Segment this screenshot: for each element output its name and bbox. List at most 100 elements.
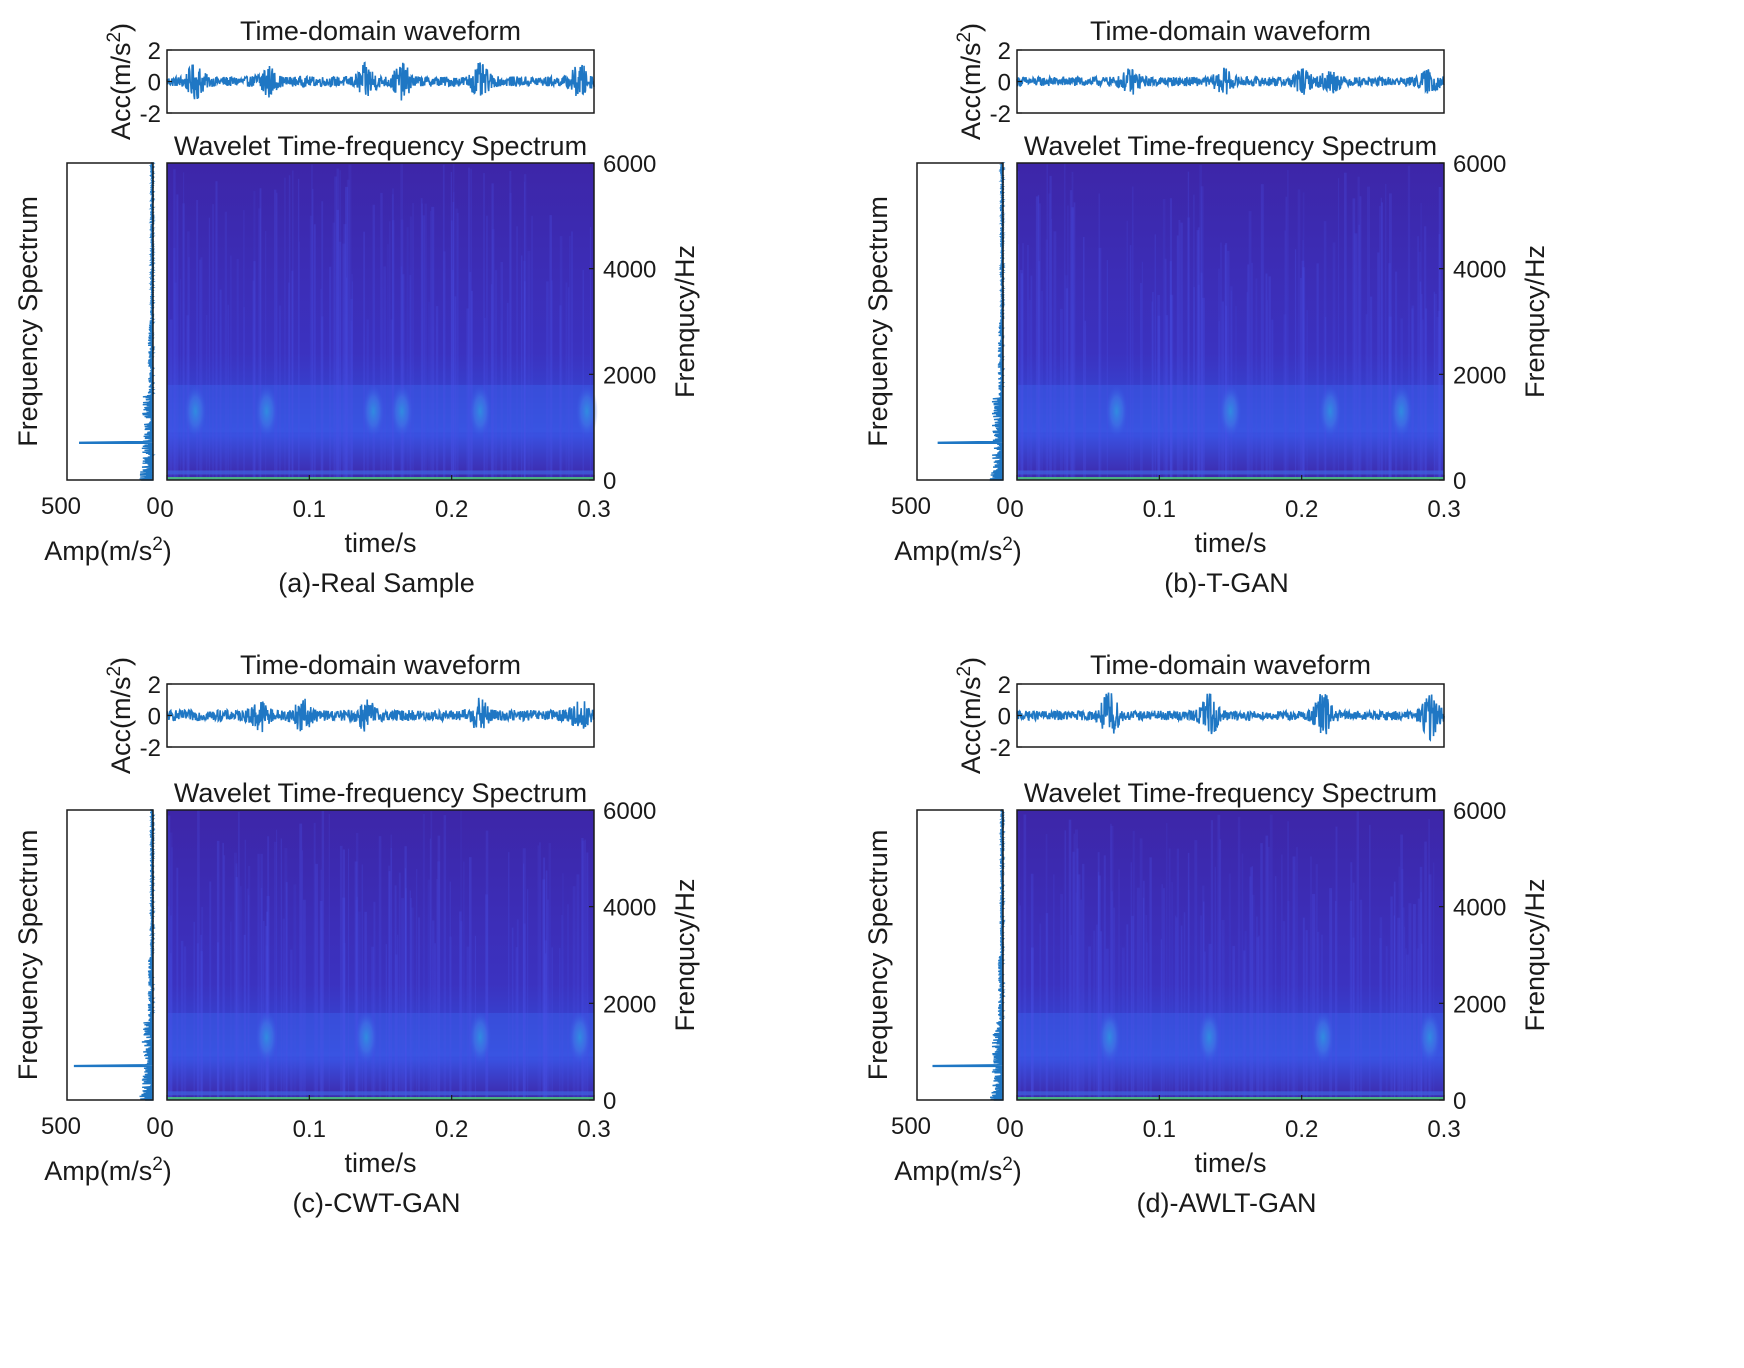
spectrogram-hotspot — [362, 385, 385, 438]
frequency-spectrum-xlabel: Amp(m/s2) — [44, 1154, 172, 1187]
frequency-spectrum-xtick-label: 0 — [996, 493, 1009, 520]
spectrogram-hotspot — [469, 1011, 492, 1064]
spectrogram-xtick-label: 0.1 — [293, 1116, 326, 1143]
spectrogram-xtick-label: 0 — [160, 1116, 173, 1143]
frequency-spectrum-label: Frequency Spectrum — [863, 196, 893, 447]
spectrogram-xlabel: time/s — [1194, 1148, 1266, 1178]
waveform-ylabel: Acc(m/s2) — [104, 657, 137, 774]
frequency-spectrum-plot: 500 0 Amp(m/s2) Frequency Spectrum — [13, 162, 172, 567]
spectrogram-hotspot — [1198, 1011, 1221, 1064]
spectrogram-hotspot — [255, 1011, 278, 1064]
waveform-ylabel: Acc(m/s2) — [104, 23, 137, 140]
spectrogram-xlabel: time/s — [1194, 528, 1266, 558]
waveform-ytick-label: 0 — [148, 704, 161, 731]
spectrogram-ytick-label: 2000 — [1453, 362, 1506, 389]
spectrogram-hotspot — [1098, 1011, 1121, 1064]
spectrogram-hotspot — [1418, 1011, 1441, 1064]
spectrogram-xtick-label: 0.3 — [577, 1116, 610, 1143]
waveform-ytick-label: -2 — [990, 735, 1011, 762]
waveform-ytick-label: 2 — [148, 38, 161, 65]
waveform-ylabel: Acc(m/s2) — [954, 23, 987, 140]
waveform-title: Time-domain waveform — [240, 16, 521, 46]
waveform-signal-line — [1016, 692, 1445, 742]
waveform-signal-line — [166, 61, 595, 101]
spectrogram-low-band — [167, 470, 594, 475]
frequency-spectrum-label: Frequency Spectrum — [863, 830, 893, 1081]
frequency-spectrum-xtick-label: 500 — [891, 1113, 931, 1140]
spectrogram-axes-box — [166, 809, 595, 1101]
spectrogram-xtick-label: 0.3 — [1427, 1116, 1460, 1143]
spectrogram-ylabel: Frenqucy/Hz — [670, 245, 700, 398]
waveform-ytick-label: 2 — [998, 38, 1011, 65]
waveform-ytick-label: 0 — [998, 704, 1011, 731]
frequency-spectrum-axes-box — [916, 809, 1004, 1101]
spectrogram-hotspot — [355, 1011, 378, 1064]
spectrogram-xtick-label: 0.3 — [577, 496, 610, 523]
waveform-ytick-label: -2 — [140, 735, 161, 762]
spectrogram-title: Wavelet Time-frequency Spectrum — [174, 778, 587, 808]
spectrogram-base-line — [167, 1097, 594, 1100]
frequency-spectrum-axes-box — [66, 809, 154, 1101]
spectrogram-hotspot — [255, 385, 278, 438]
frequency-spectrum-xtick-label: 500 — [891, 493, 931, 520]
spectrogram-plot: Wavelet Time-frequency Spectrum 0 0.1 0.2 0.… — [160, 778, 700, 1178]
spectrogram-ytick-label: 4000 — [603, 257, 656, 284]
spectrogram-ylabel: Frenqucy/Hz — [670, 878, 700, 1031]
waveform-ytick-label: -2 — [140, 101, 161, 128]
waveform-ytick-label: 2 — [148, 672, 161, 699]
frequency-spectrum-xtick-label: 0 — [146, 1113, 159, 1140]
spectrogram-title: Wavelet Time-frequency Spectrum — [1024, 778, 1437, 808]
spectrogram-hotspot — [469, 385, 492, 438]
spectrogram-plot: Wavelet Time-frequency Spectrum 0 0.1 0.2 0.… — [1010, 778, 1550, 1178]
spectrogram-ytick-label: 2000 — [603, 991, 656, 1018]
frequency-spectrum-plot: 500 0 Amp(m/s2) Frequency Spectrum — [863, 162, 1022, 566]
spectrogram-ytick-label: 0 — [603, 468, 616, 495]
spectrogram-xtick-label: 0 — [160, 496, 173, 523]
spectrogram-xtick-label: 0.1 — [1143, 496, 1176, 523]
spectrogram-ytick-label: 0 — [1453, 1088, 1466, 1115]
frequency-spectrum-line — [932, 809, 1006, 1101]
spectrogram-ytick-label: 4000 — [1453, 895, 1506, 922]
waveform-title: Time-domain waveform — [1090, 650, 1371, 680]
spectrogram-base-line — [1017, 477, 1444, 480]
panel-caption: (a)-Real Sample — [278, 568, 475, 598]
spectrogram-hotspot — [1312, 1011, 1335, 1064]
frequency-spectrum-line — [937, 162, 1006, 481]
frequency-spectrum-line — [73, 809, 156, 1101]
spectrogram-hotspot — [1390, 385, 1413, 438]
spectrogram-base-line — [1017, 1097, 1444, 1100]
spectrogram-xlabel: time/s — [344, 528, 416, 558]
spectrogram-plot: Wavelet Time-frequency Spectrum 0 0.1 0.2 0.… — [160, 131, 700, 558]
waveform-title: Time-domain waveform — [240, 650, 521, 680]
spectrogram-xtick-label: 0.3 — [1427, 496, 1460, 523]
waveform-ytick-label: 0 — [998, 70, 1011, 97]
spectrogram-hotspot — [575, 385, 598, 438]
panel-caption: (c)-CWT-GAN — [293, 1188, 461, 1218]
spectrogram-xtick-label: 0.1 — [1143, 1116, 1176, 1143]
spectrogram-axes-box — [166, 162, 595, 481]
frequency-spectrum-xtick-label: 500 — [41, 493, 81, 520]
frequency-spectrum-axes-box — [66, 162, 154, 481]
spectrogram-ytick-label: 6000 — [603, 798, 656, 825]
spectrogram-ytick-label: 2000 — [1453, 991, 1506, 1018]
panel-caption: (b)-T-GAN — [1164, 568, 1289, 598]
spectrogram-energy-band — [167, 1013, 594, 1057]
spectrogram-ytick-label: 4000 — [1453, 257, 1506, 284]
spectrogram-xtick-label: 0.2 — [1285, 1116, 1318, 1143]
spectrogram-ytick-label: 6000 — [603, 151, 656, 178]
frequency-spectrum-xlabel: Amp(m/s2) — [44, 534, 172, 567]
waveform-ylabel: Acc(m/s2) — [954, 657, 987, 774]
spectrogram-ylabel: Frenqucy/Hz — [1520, 245, 1550, 398]
spectrogram-ytick-label: 6000 — [1453, 798, 1506, 825]
spectrogram-ytick-label: 6000 — [1453, 151, 1506, 178]
spectrogram-axes-box — [1016, 809, 1445, 1101]
spectrogram-energy-band — [1017, 1013, 1444, 1057]
spectrogram-base-line — [167, 477, 594, 480]
frequency-spectrum-plot: 500 0 Amp(m/s2) Frequency Spectrum — [13, 809, 172, 1187]
